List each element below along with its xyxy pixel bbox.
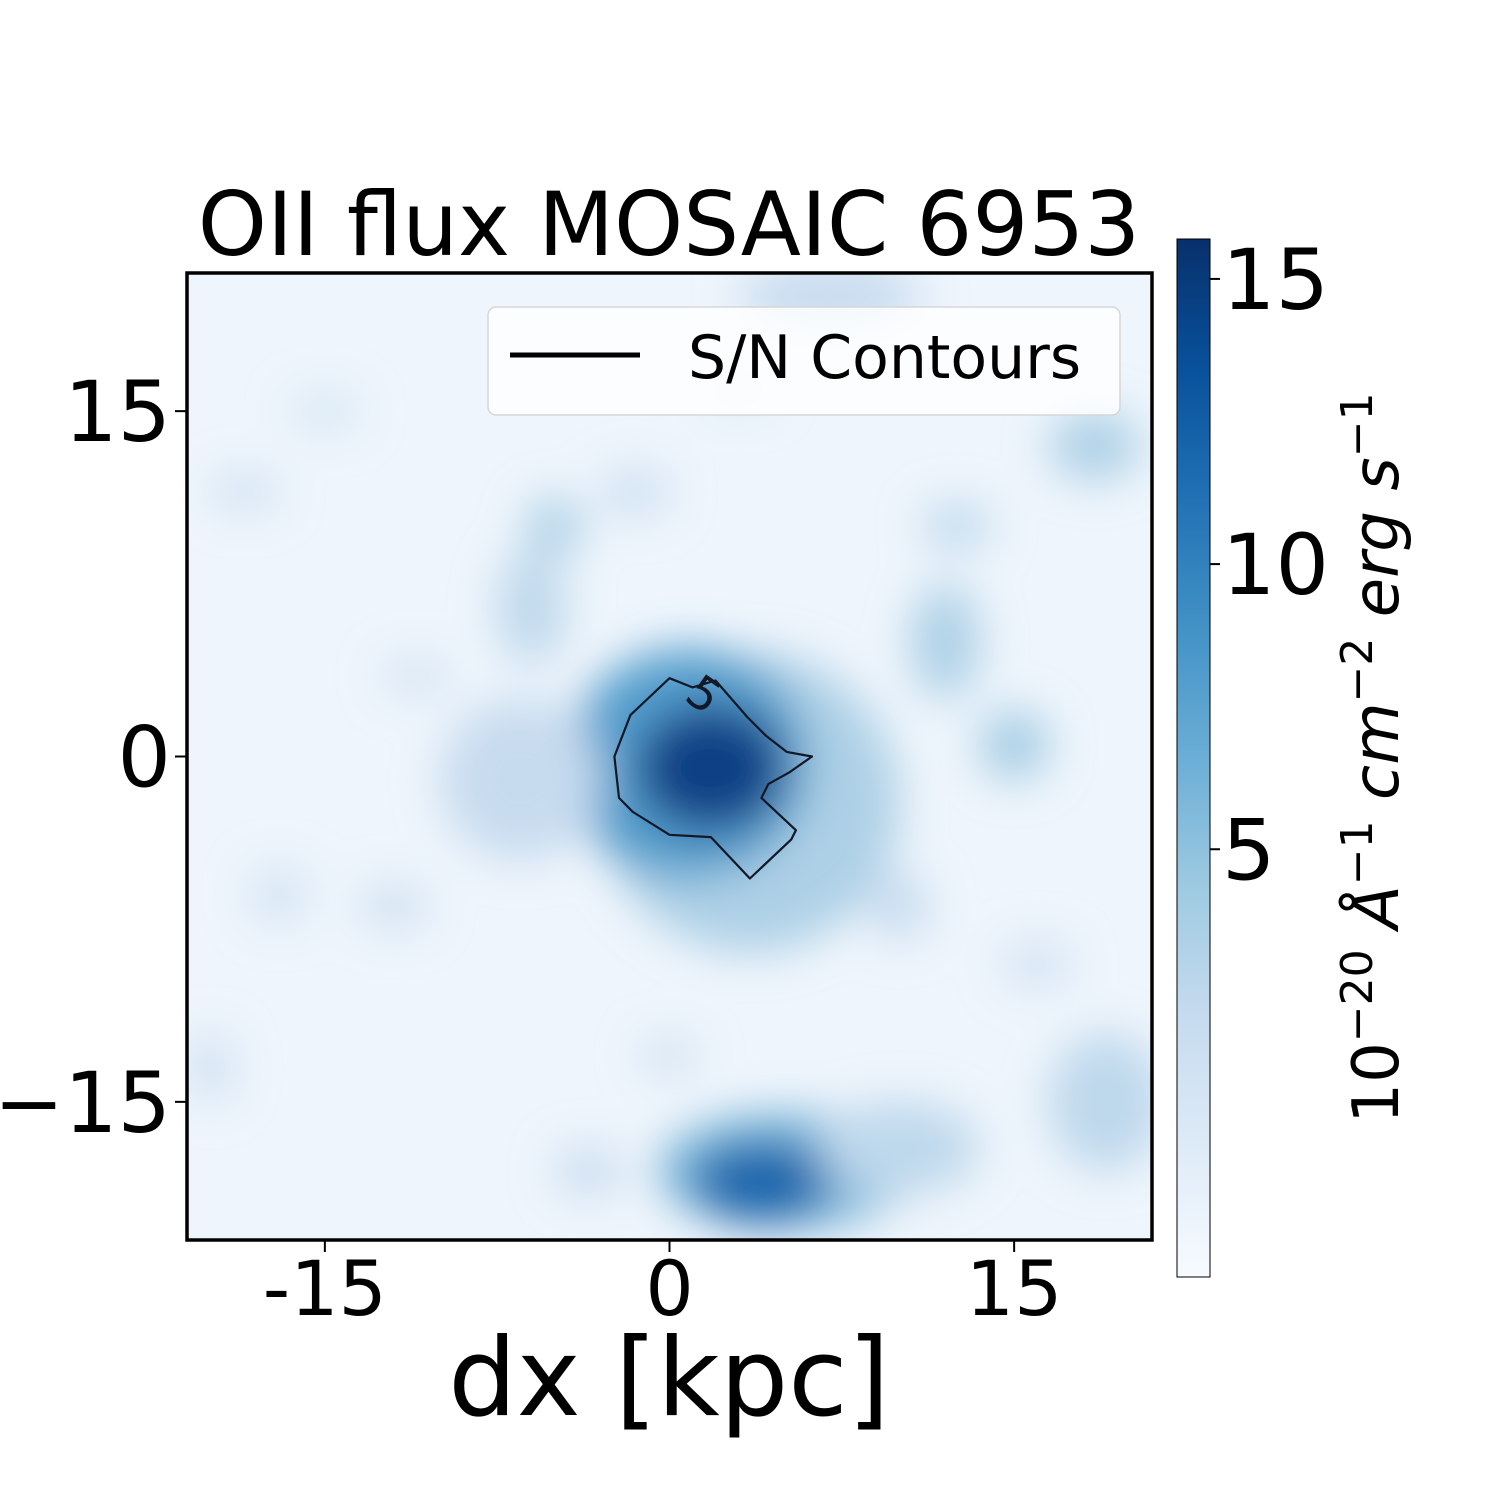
- sn-contour: [613, 677, 814, 880]
- legend-label: S/N Contours: [688, 323, 1081, 393]
- colorbar-tick-label: 5: [1222, 801, 1275, 899]
- colorbar-label-angstrom-exp: −1: [1332, 820, 1383, 885]
- heatmap-blob: [979, 710, 1049, 780]
- heatmap-blob: [922, 503, 992, 550]
- colorbar-label-exp: −20: [1332, 949, 1383, 1042]
- heatmap-blob: [1048, 411, 1141, 481]
- heatmap-blob: [600, 468, 670, 515]
- x-tick-label: -15: [263, 1244, 387, 1333]
- heatmap-layer: [187, 273, 1152, 1229]
- heatmap-blob: [209, 474, 279, 509]
- heatmap-blob: [1048, 1032, 1152, 1171]
- plot-area: 5: [187, 273, 1152, 1240]
- y-tick-label: 0: [118, 709, 171, 807]
- heatmap-blob: [640, 1038, 699, 1074]
- legend-box: [487, 306, 1121, 416]
- heatmap-blob: [359, 883, 429, 930]
- colorbar-gradient: [1176, 238, 1211, 1278]
- heatmap-blob: [439, 698, 601, 861]
- colorbar-label-base: 10: [1340, 1042, 1414, 1123]
- heatmap-blob: [818, 1101, 980, 1194]
- colorbar-tick-label: 10: [1222, 516, 1329, 614]
- colorbar-label: 10−20 Å−1 cm−2 erg s−1: [1332, 392, 1414, 1123]
- heatmap-blob: [382, 658, 452, 694]
- y-axis: 15 0 −15: [0, 363, 187, 1152]
- colorbar-ticks: 5 10 15: [1210, 231, 1329, 899]
- heatmap-blob: [1002, 940, 1072, 987]
- heatmap-blob: [636, 704, 786, 832]
- x-axis: -15 0 15: [263, 1240, 1063, 1333]
- colorbar-label-cm: cm: [1340, 702, 1414, 800]
- heatmap-blob: [692, 1142, 831, 1223]
- heatmap-blob: [870, 871, 928, 941]
- x-tick-label: 15: [966, 1244, 1063, 1333]
- heatmap-blob: [497, 549, 567, 665]
- x-axis-label: dx [kpc]: [448, 1316, 890, 1441]
- heatmap-blob: [525, 497, 584, 556]
- heatmap-blob: [250, 865, 308, 924]
- heatmap-blob: [554, 1147, 624, 1194]
- colorbar-tick-label: 15: [1222, 231, 1329, 329]
- colorbar-label-erg: erg: [1340, 511, 1414, 617]
- heatmap-blob: [187, 1032, 233, 1102]
- x-tick-label: 0: [645, 1244, 693, 1333]
- colorbar-label-s-exp: −1: [1332, 392, 1383, 457]
- heatmap-blob: [290, 393, 360, 429]
- y-tick-label: 15: [64, 363, 171, 461]
- y-tick-label: −15: [0, 1054, 171, 1152]
- legend: S/N Contours: [487, 306, 1121, 416]
- chart-title: OII flux MOSAIC 6953: [198, 173, 1141, 276]
- colorbar-label-cm-exp: −2: [1332, 638, 1383, 703]
- heatmap-blob: [910, 583, 980, 699]
- colorbar-label-s: s: [1340, 457, 1414, 490]
- colorbar-label-angstrom: Å: [1338, 885, 1414, 933]
